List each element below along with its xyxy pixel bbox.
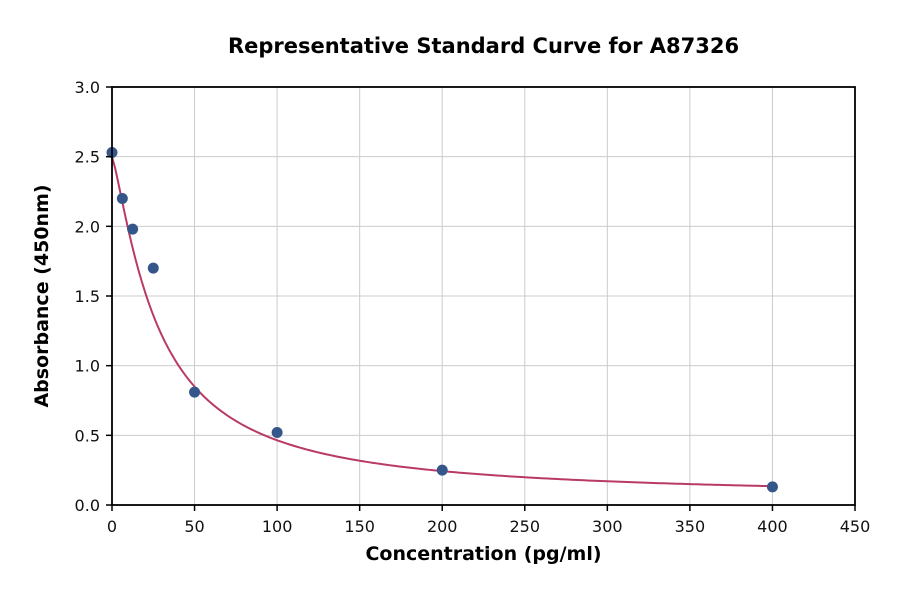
data-point	[436, 464, 448, 476]
x-axis-label: Concentration (pg/ml)	[365, 543, 602, 565]
y-tick-label: 1.5	[75, 287, 100, 306]
y-tick-label: 3.0	[75, 78, 100, 97]
x-tick-label: 450	[840, 517, 871, 536]
x-tick-label: 50	[184, 517, 204, 536]
x-tick-label: 250	[510, 517, 541, 536]
y-tick-label: 0.5	[75, 426, 100, 445]
data-point	[271, 427, 283, 439]
data-point	[766, 481, 778, 493]
y-tick-label: 2.0	[75, 217, 100, 236]
x-tick-label: 300	[592, 517, 623, 536]
x-tick-label: 400	[757, 517, 788, 536]
chart-title: Representative Standard Curve for A87326	[227, 34, 740, 58]
data-point	[127, 223, 139, 235]
y-tick-label: 0.0	[75, 496, 100, 515]
x-tick-label: 350	[675, 517, 706, 536]
x-tick-label: 200	[427, 517, 458, 536]
x-tick-label: 0	[107, 517, 117, 536]
y-tick-label: 1.0	[75, 357, 100, 376]
data-point	[147, 262, 159, 274]
data-point	[189, 386, 201, 398]
y-tick-label: 2.5	[75, 148, 100, 167]
x-tick-label: 150	[344, 517, 375, 536]
data-point	[116, 192, 128, 204]
x-tick-label: 100	[262, 517, 293, 536]
